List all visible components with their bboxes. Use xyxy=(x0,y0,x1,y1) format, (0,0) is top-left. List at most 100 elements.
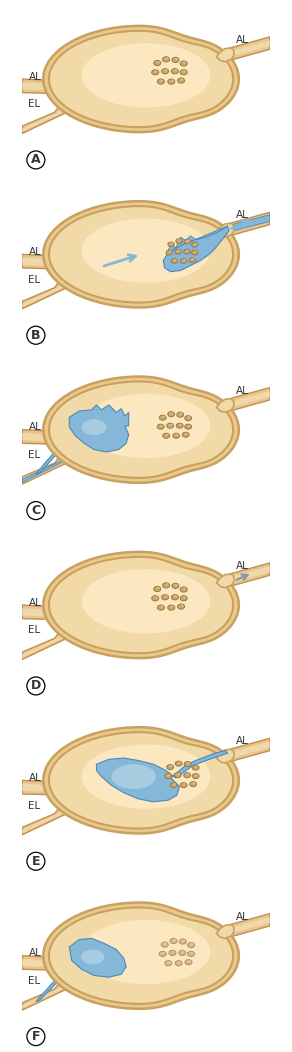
Ellipse shape xyxy=(154,60,161,65)
Polygon shape xyxy=(225,913,270,938)
Polygon shape xyxy=(36,967,69,1002)
Polygon shape xyxy=(22,625,79,660)
Ellipse shape xyxy=(165,960,172,966)
Polygon shape xyxy=(82,919,210,984)
Ellipse shape xyxy=(173,783,176,785)
Ellipse shape xyxy=(177,412,184,418)
Polygon shape xyxy=(22,432,68,442)
Ellipse shape xyxy=(187,951,195,956)
Polygon shape xyxy=(69,938,126,977)
Ellipse shape xyxy=(170,606,174,608)
Ellipse shape xyxy=(165,57,168,60)
Ellipse shape xyxy=(180,595,187,601)
Ellipse shape xyxy=(179,412,182,414)
Ellipse shape xyxy=(174,772,181,777)
Ellipse shape xyxy=(171,594,178,600)
Polygon shape xyxy=(49,557,233,653)
Ellipse shape xyxy=(164,69,167,72)
Ellipse shape xyxy=(157,587,160,589)
Ellipse shape xyxy=(167,774,171,776)
Polygon shape xyxy=(225,213,270,237)
Ellipse shape xyxy=(172,57,179,62)
Text: EL: EL xyxy=(28,100,41,109)
Ellipse shape xyxy=(179,939,186,944)
Polygon shape xyxy=(49,908,233,1004)
Text: F: F xyxy=(32,1030,40,1044)
Polygon shape xyxy=(22,627,74,658)
Text: EL: EL xyxy=(28,801,41,811)
Ellipse shape xyxy=(165,773,171,778)
Ellipse shape xyxy=(179,950,186,955)
Ellipse shape xyxy=(157,605,164,610)
Ellipse shape xyxy=(81,950,105,965)
Polygon shape xyxy=(225,563,270,588)
Polygon shape xyxy=(43,903,239,1009)
Polygon shape xyxy=(82,43,210,107)
Polygon shape xyxy=(22,977,74,1009)
Ellipse shape xyxy=(182,939,185,942)
Text: B: B xyxy=(31,329,41,342)
Ellipse shape xyxy=(178,604,185,609)
Ellipse shape xyxy=(179,424,182,426)
Polygon shape xyxy=(43,552,239,659)
Ellipse shape xyxy=(160,606,163,608)
Ellipse shape xyxy=(187,943,195,948)
Ellipse shape xyxy=(175,761,182,766)
Polygon shape xyxy=(22,82,68,90)
Ellipse shape xyxy=(167,962,171,964)
Polygon shape xyxy=(22,955,68,971)
Ellipse shape xyxy=(159,416,166,420)
Text: AL: AL xyxy=(236,736,248,747)
Text: AL: AL xyxy=(28,773,41,783)
Polygon shape xyxy=(49,382,233,478)
Ellipse shape xyxy=(178,762,181,764)
Ellipse shape xyxy=(194,250,197,252)
Ellipse shape xyxy=(192,250,198,255)
Text: EL: EL xyxy=(28,450,41,460)
Ellipse shape xyxy=(175,58,178,60)
Ellipse shape xyxy=(173,433,180,439)
Ellipse shape xyxy=(168,79,175,84)
Ellipse shape xyxy=(185,432,188,434)
Ellipse shape xyxy=(172,583,179,588)
Text: AL: AL xyxy=(236,35,248,45)
Ellipse shape xyxy=(175,584,178,586)
Polygon shape xyxy=(225,566,270,585)
Text: E: E xyxy=(32,855,40,868)
Polygon shape xyxy=(217,574,234,588)
Ellipse shape xyxy=(187,417,191,419)
Ellipse shape xyxy=(157,61,160,63)
Ellipse shape xyxy=(178,962,181,964)
Polygon shape xyxy=(22,608,68,616)
Text: D: D xyxy=(31,680,41,692)
Polygon shape xyxy=(225,917,270,935)
Ellipse shape xyxy=(187,425,191,427)
Ellipse shape xyxy=(187,240,190,242)
Ellipse shape xyxy=(185,424,192,429)
Ellipse shape xyxy=(165,433,168,436)
Ellipse shape xyxy=(168,605,175,610)
Polygon shape xyxy=(217,925,234,938)
Ellipse shape xyxy=(172,951,175,953)
Polygon shape xyxy=(82,569,210,633)
Text: AL: AL xyxy=(28,247,41,257)
Ellipse shape xyxy=(195,774,198,776)
Polygon shape xyxy=(225,742,270,760)
Polygon shape xyxy=(22,958,68,968)
Ellipse shape xyxy=(152,595,159,601)
Ellipse shape xyxy=(169,424,173,426)
Text: EL: EL xyxy=(28,626,41,635)
Ellipse shape xyxy=(160,80,163,82)
Ellipse shape xyxy=(174,259,177,261)
Ellipse shape xyxy=(161,68,168,74)
Ellipse shape xyxy=(187,762,190,764)
Ellipse shape xyxy=(190,782,197,787)
Text: A: A xyxy=(31,154,41,166)
Text: AL: AL xyxy=(236,210,248,221)
Text: AL: AL xyxy=(236,386,248,396)
Ellipse shape xyxy=(164,595,167,598)
Ellipse shape xyxy=(171,68,178,74)
Ellipse shape xyxy=(180,69,187,75)
Polygon shape xyxy=(22,275,79,309)
Ellipse shape xyxy=(183,61,186,63)
